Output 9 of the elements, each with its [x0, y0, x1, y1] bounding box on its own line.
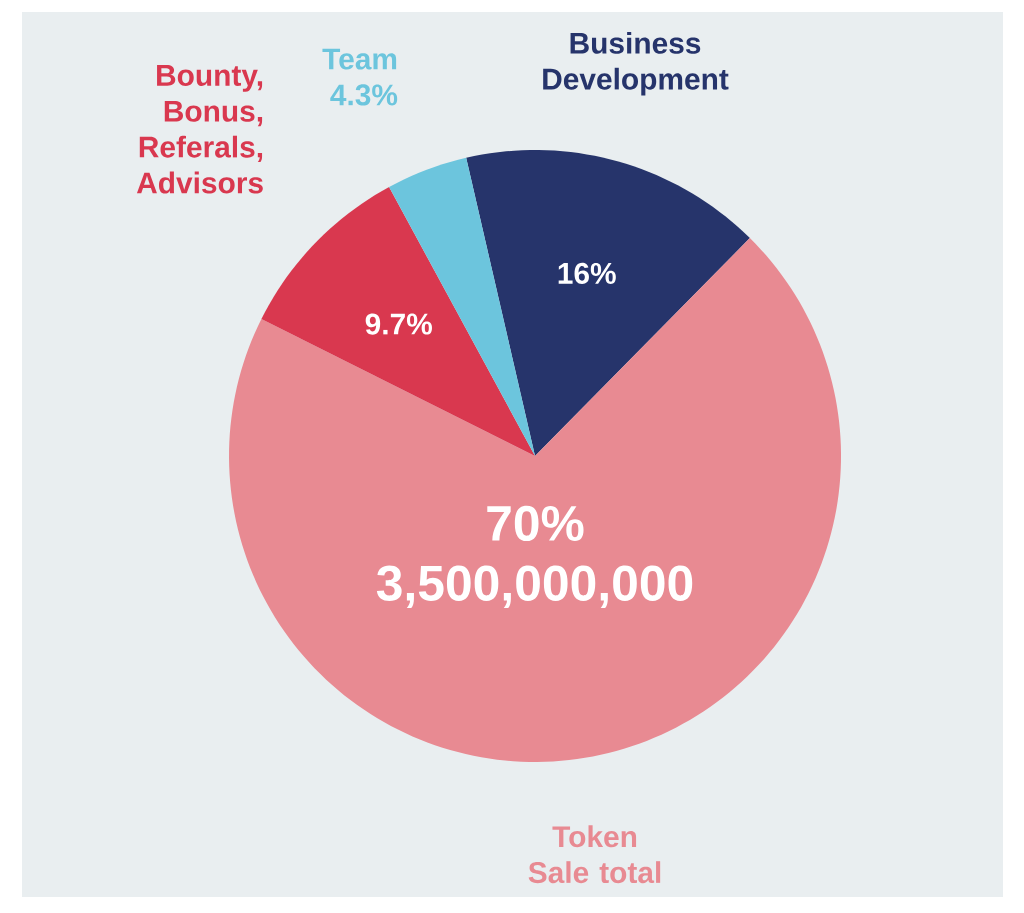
data-label: 9.7% — [365, 313, 432, 335]
data-label: 4.3% — [330, 84, 398, 106]
slice-label: Business Development — [543, 31, 729, 96]
data-label: 70% — [487, 505, 584, 542]
slice-label: Token Sale total — [528, 825, 661, 884]
slice-label: Bounty, Bonus, Referals, Advisors — [136, 65, 263, 194]
data-label: 16% — [558, 262, 616, 284]
text: 3,500,000,000 — [376, 565, 693, 609]
slice-label: Team — [322, 48, 397, 70]
